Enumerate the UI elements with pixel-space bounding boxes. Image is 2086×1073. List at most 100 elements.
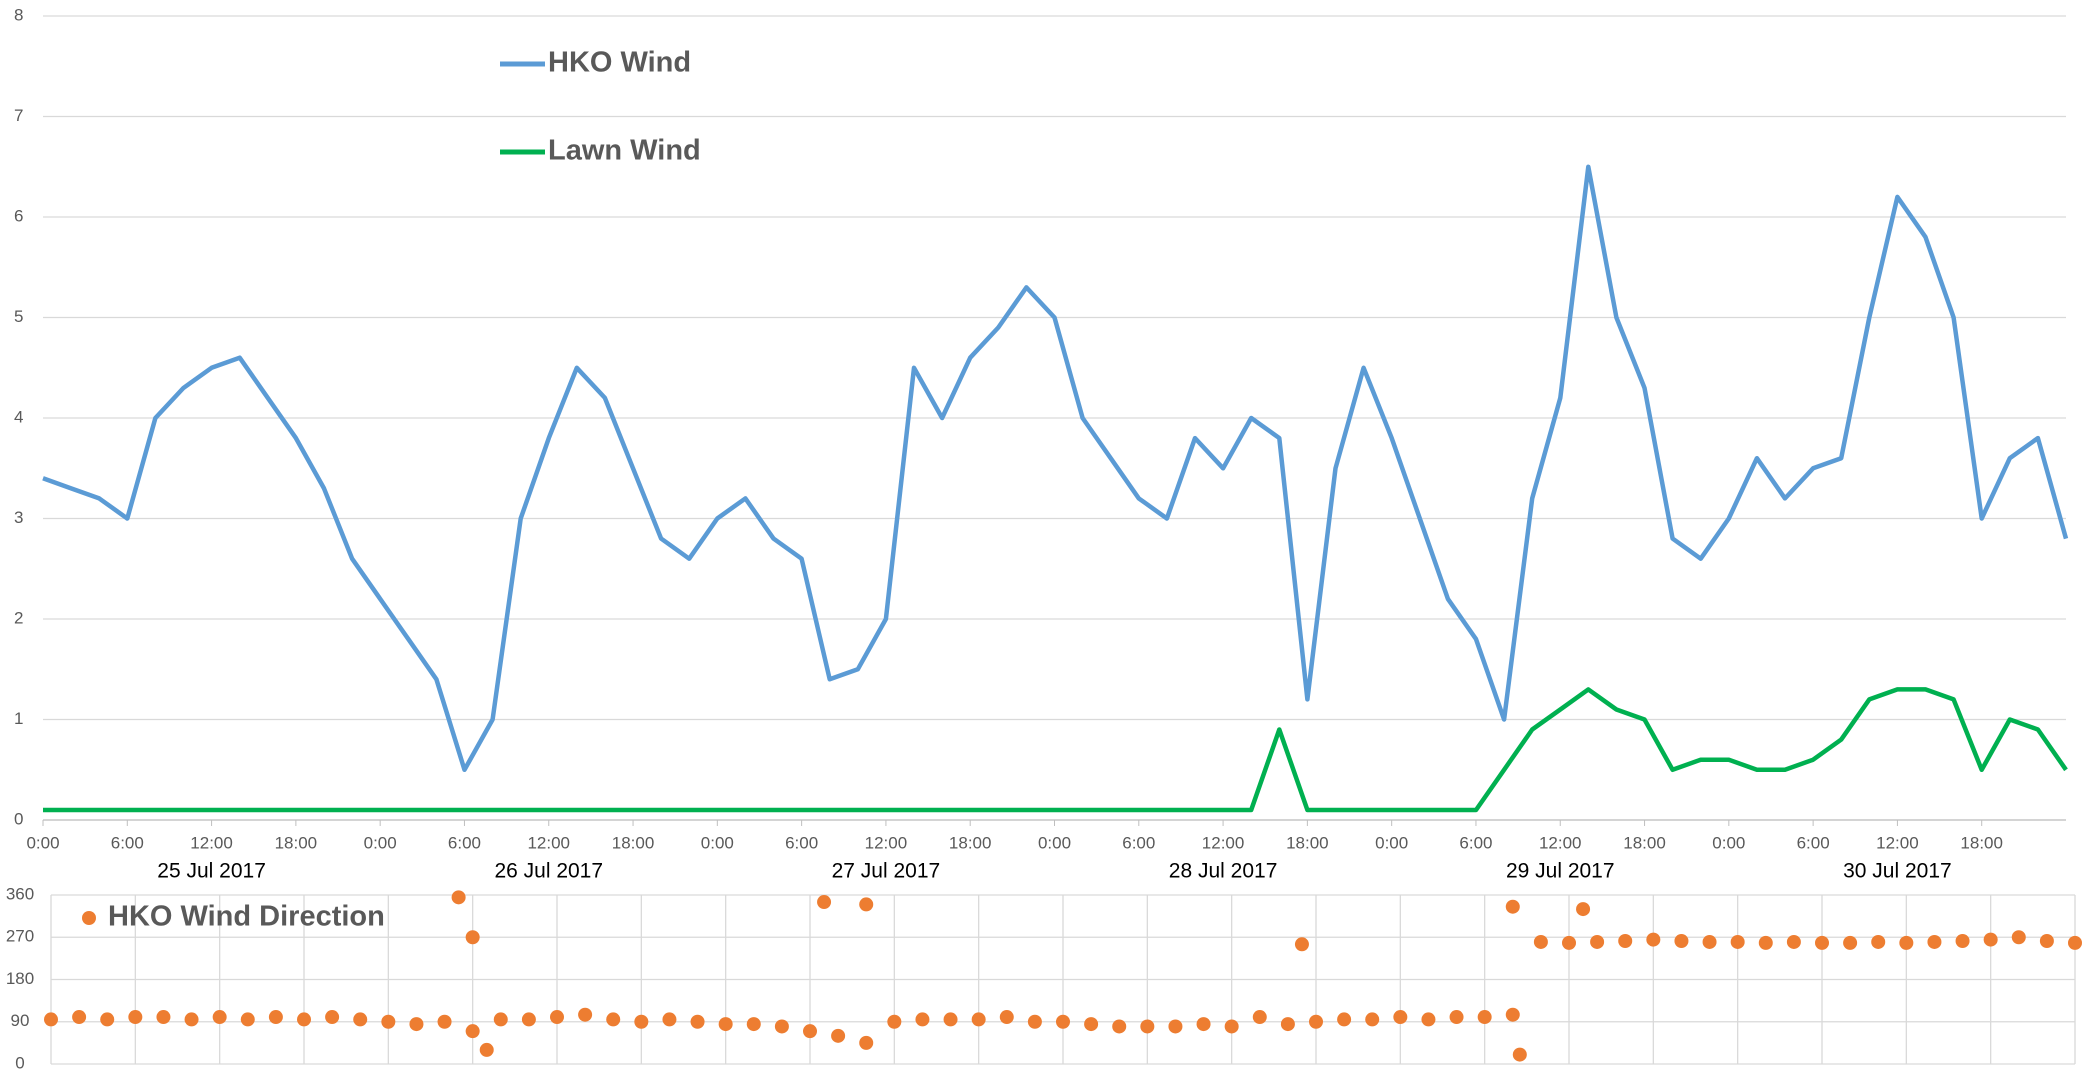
point	[1983, 932, 1998, 947]
point	[915, 1012, 930, 1027]
x-tick-label: 18:00	[1623, 833, 1666, 852]
point	[479, 1042, 494, 1057]
y-tick-label: 7	[14, 106, 23, 125]
point	[72, 1010, 87, 1025]
point	[465, 1024, 480, 1039]
y-tick-label: 6	[14, 206, 23, 225]
x-tick-label: 0:00	[1038, 833, 1071, 852]
date-label: 26 Jul 2017	[494, 860, 603, 883]
x-tick-label: 18:00	[1286, 833, 1329, 852]
point	[1702, 934, 1717, 949]
x-tick-label: 12:00	[190, 833, 233, 852]
point	[184, 1012, 199, 1027]
date-label: 27 Jul 2017	[832, 860, 941, 883]
point	[1618, 934, 1633, 949]
x-tick-label: 12:00	[1202, 833, 1245, 852]
point	[746, 1017, 761, 1032]
point	[1871, 934, 1886, 949]
y-tick-label: 4	[14, 407, 23, 426]
point	[1421, 1012, 1436, 1027]
point	[943, 1012, 958, 1027]
point	[44, 1012, 58, 1027]
y-tick-label: 8	[14, 5, 23, 24]
legend-label: HKO Wind Direction	[108, 901, 385, 933]
x-tick-label: 0:00	[1375, 833, 1408, 852]
point	[831, 1028, 846, 1043]
point	[1084, 1017, 1099, 1032]
point	[1843, 935, 1858, 950]
point	[1056, 1014, 1070, 1029]
y-tick-label: 0	[14, 809, 23, 828]
point	[1280, 1017, 1295, 1032]
x-tick-label: 18:00	[1960, 833, 2003, 852]
point	[774, 1019, 789, 1034]
x-tick-label: 12:00	[527, 833, 570, 852]
point	[1505, 899, 1520, 914]
y-tick-label: 0	[15, 1053, 24, 1072]
point	[212, 1010, 227, 1025]
point	[1815, 935, 1829, 950]
point	[887, 1014, 902, 1029]
y-tick-label: 180	[6, 969, 34, 988]
point	[1224, 1019, 1239, 1034]
point	[1674, 934, 1689, 949]
point	[268, 1010, 283, 1025]
point	[1112, 1019, 1127, 1034]
line-series	[42, 164, 2069, 773]
y-tick-label: 2	[14, 608, 23, 627]
point	[465, 930, 480, 945]
point	[803, 1024, 817, 1039]
point	[325, 1010, 340, 1025]
x-tick-label: 0:00	[701, 833, 734, 852]
point	[381, 1014, 396, 1029]
point	[1512, 1047, 1527, 1062]
point	[1027, 1014, 1042, 1029]
legend-swatch	[82, 911, 96, 925]
y-tick-label: 90	[11, 1011, 30, 1030]
point	[1576, 902, 1591, 917]
point	[1337, 1012, 1352, 1027]
point	[1786, 934, 1801, 949]
point	[1196, 1017, 1211, 1032]
point	[297, 1012, 311, 1027]
x-tick-label: 0:00	[364, 833, 397, 852]
date-label: 25 Jul 2017	[157, 860, 266, 883]
x-tick-label: 6:00	[111, 833, 144, 852]
point	[1730, 934, 1745, 949]
point	[2068, 935, 2082, 950]
point	[859, 897, 874, 912]
point	[1505, 1007, 1520, 1022]
point	[1140, 1019, 1155, 1034]
point	[634, 1014, 649, 1029]
y-tick-label: 5	[14, 307, 23, 326]
x-tick-label: 0:00	[26, 833, 59, 852]
legend-label: HKO Wind	[548, 47, 691, 79]
point	[1449, 1010, 1464, 1025]
point	[451, 890, 466, 905]
point	[1899, 935, 1914, 950]
x-tick-label: 0:00	[1712, 833, 1745, 852]
date-label: 29 Jul 2017	[1506, 860, 1615, 883]
point	[240, 1012, 255, 1027]
y-tick-label: 360	[6, 884, 34, 903]
x-tick-label: 12:00	[1539, 833, 1582, 852]
point	[1477, 1010, 1492, 1025]
point	[1252, 1010, 1267, 1025]
x-tick-label: 18:00	[275, 833, 318, 852]
point	[128, 1010, 143, 1025]
point	[409, 1017, 424, 1032]
x-tick-label: 6:00	[1122, 833, 1155, 852]
point	[1646, 932, 1661, 947]
point	[817, 895, 832, 910]
point	[999, 1010, 1014, 1025]
point	[437, 1014, 452, 1029]
x-tick-label: 6:00	[448, 833, 481, 852]
x-tick-label: 18:00	[612, 833, 655, 852]
point	[606, 1012, 621, 1027]
x-tick-label: 6:00	[785, 833, 818, 852]
point	[859, 1035, 874, 1050]
point	[353, 1012, 368, 1027]
point	[1955, 934, 1970, 949]
point	[1758, 935, 1773, 950]
